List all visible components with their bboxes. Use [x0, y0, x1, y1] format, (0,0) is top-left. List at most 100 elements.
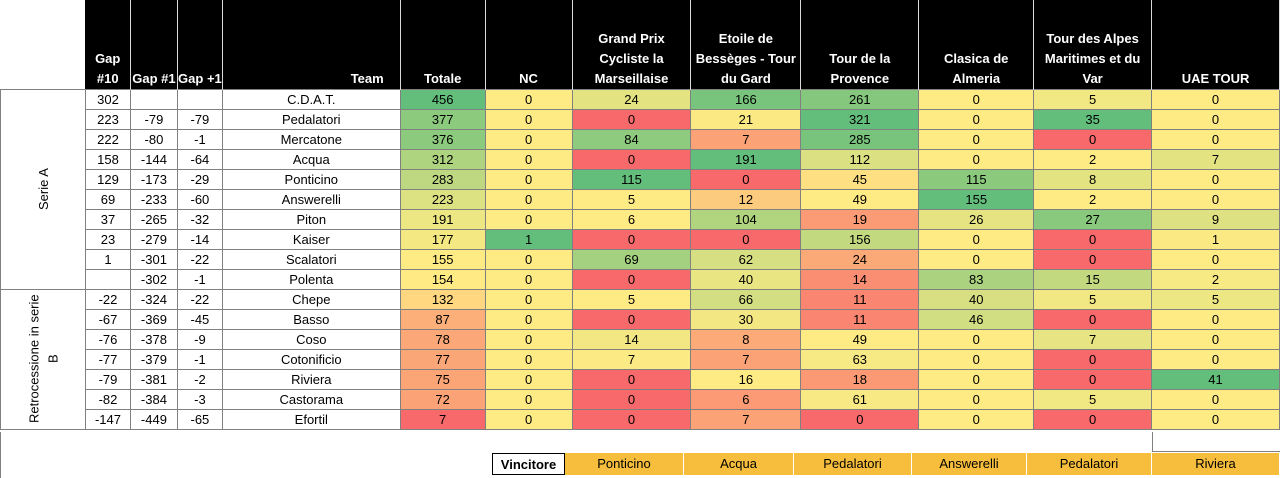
header-gap1[interactable]: Gap #1	[130, 0, 178, 89]
gap10-cell[interactable]: 302	[84, 88, 131, 110]
team-cell[interactable]: Efortil	[221, 408, 401, 430]
totale-cell[interactable]: 191	[399, 208, 486, 230]
race-5-cell[interactable]: 5	[1033, 388, 1153, 410]
nc-cell[interactable]: 0	[484, 108, 573, 130]
gap1-cell[interactable]: -265	[129, 208, 178, 230]
gap-plus1-cell[interactable]: -45	[176, 308, 223, 330]
race-1-cell[interactable]: 0	[571, 408, 692, 430]
race-1-cell[interactable]: 24	[571, 88, 692, 110]
race-5-cell[interactable]: 35	[1033, 108, 1153, 130]
race-2-cell[interactable]: 40	[690, 268, 802, 290]
race-5-cell[interactable]: 0	[1033, 408, 1153, 430]
race-3-cell[interactable]: 285	[800, 128, 920, 150]
race-6-cell[interactable]: 0	[1151, 328, 1280, 350]
race-3-cell[interactable]: 24	[800, 248, 920, 270]
race-3-cell[interactable]: 63	[800, 348, 920, 370]
race-3-cell[interactable]: 112	[800, 148, 920, 170]
race-4-cell[interactable]: 0	[918, 248, 1035, 270]
gap-plus1-cell[interactable]: -1	[176, 348, 223, 370]
race-1-cell[interactable]: 0	[571, 308, 692, 330]
header-race-4[interactable]: Clasica de Almeria	[918, 0, 1035, 89]
race-6-cell[interactable]: 7	[1151, 148, 1280, 170]
gap1-cell[interactable]: -384	[129, 388, 178, 410]
race-4-cell[interactable]: 0	[918, 348, 1035, 370]
gap10-cell[interactable]: 23	[84, 228, 131, 250]
team-cell[interactable]: Polenta	[221, 268, 401, 290]
gap-plus1-cell[interactable]: -65	[176, 408, 223, 430]
totale-cell[interactable]: 72	[399, 388, 486, 410]
gap1-cell[interactable]: -279	[129, 228, 178, 250]
race-4-cell[interactable]: 0	[918, 148, 1035, 170]
race-6-cell[interactable]: 0	[1151, 408, 1280, 430]
header-nc[interactable]: NC	[485, 0, 573, 89]
team-cell[interactable]: Ponticino	[221, 168, 401, 190]
team-cell[interactable]: Mercatone	[221, 128, 401, 150]
race-6-cell[interactable]: 5	[1151, 288, 1280, 310]
team-cell[interactable]: Scalatori	[221, 248, 401, 270]
race-6-cell[interactable]: 0	[1151, 308, 1280, 330]
footer-winner-5[interactable]: Pedalatori	[1027, 453, 1152, 475]
gap10-cell[interactable]: -77	[84, 348, 131, 370]
race-4-cell[interactable]: 26	[918, 208, 1035, 230]
gap10-cell[interactable]: 69	[84, 188, 131, 210]
gap1-cell[interactable]	[129, 88, 178, 110]
gap-plus1-cell[interactable]: -60	[176, 188, 223, 210]
race-3-cell[interactable]: 321	[800, 108, 920, 130]
gap1-cell[interactable]: -301	[129, 248, 178, 270]
gap10-cell[interactable]: 1	[84, 248, 131, 270]
race-3-cell[interactable]: 49	[800, 328, 920, 350]
gap1-cell[interactable]: -144	[129, 148, 178, 170]
team-cell[interactable]: C.D.A.T.	[221, 88, 401, 110]
footer-winner-4[interactable]: Answerelli	[912, 453, 1027, 475]
totale-cell[interactable]: 87	[399, 308, 486, 330]
race-2-cell[interactable]: 166	[690, 88, 802, 110]
team-cell[interactable]: Castorama	[221, 388, 401, 410]
race-4-cell[interactable]: 83	[918, 268, 1035, 290]
totale-cell[interactable]: 75	[399, 368, 486, 390]
race-4-cell[interactable]: 0	[918, 408, 1035, 430]
gap10-cell[interactable]: -147	[84, 408, 131, 430]
nc-cell[interactable]: 0	[484, 328, 573, 350]
gap-plus1-cell[interactable]: -22	[176, 288, 223, 310]
race-3-cell[interactable]: 61	[800, 388, 920, 410]
gap1-cell[interactable]: -378	[129, 328, 178, 350]
race-4-cell[interactable]: 0	[918, 108, 1035, 130]
race-5-cell[interactable]: 0	[1033, 228, 1153, 250]
gap10-cell[interactable]: 158	[84, 148, 131, 170]
team-cell[interactable]: Cotonificio	[221, 348, 401, 370]
race-5-cell[interactable]: 7	[1033, 328, 1153, 350]
team-cell[interactable]: Riviera	[221, 368, 401, 390]
totale-cell[interactable]: 155	[399, 248, 486, 270]
gap-plus1-cell[interactable]: -2	[176, 368, 223, 390]
gap-plus1-cell[interactable]: -14	[176, 228, 223, 250]
race-6-cell[interactable]: 0	[1151, 188, 1280, 210]
race-1-cell[interactable]: 0	[571, 108, 692, 130]
nc-cell[interactable]: 0	[484, 188, 573, 210]
gap10-cell[interactable]: -22	[84, 288, 131, 310]
gap-plus1-cell[interactable]: -1	[176, 128, 223, 150]
race-3-cell[interactable]: 19	[800, 208, 920, 230]
race-5-cell[interactable]: 0	[1033, 248, 1153, 270]
race-5-cell[interactable]: 0	[1033, 128, 1153, 150]
race-2-cell[interactable]: 7	[690, 348, 802, 370]
gap10-cell[interactable]: -67	[84, 308, 131, 330]
race-4-cell[interactable]: 0	[918, 88, 1035, 110]
totale-cell[interactable]: 7	[399, 408, 486, 430]
race-1-cell[interactable]: 69	[571, 248, 692, 270]
race-2-cell[interactable]: 8	[690, 328, 802, 350]
race-4-cell[interactable]: 0	[918, 128, 1035, 150]
team-cell[interactable]: Piton	[221, 208, 401, 230]
race-6-cell[interactable]: 1	[1151, 228, 1280, 250]
footer-winner-6[interactable]: Riviera	[1152, 453, 1280, 475]
race-1-cell[interactable]: 0	[571, 228, 692, 250]
gap-plus1-cell[interactable]: -29	[176, 168, 223, 190]
race-1-cell[interactable]: 6	[571, 208, 692, 230]
race-6-cell[interactable]: 0	[1151, 88, 1280, 110]
race-3-cell[interactable]: 156	[800, 228, 920, 250]
gap1-cell[interactable]: -302	[129, 268, 178, 290]
gap1-cell[interactable]: -80	[129, 128, 178, 150]
race-5-cell[interactable]: 15	[1033, 268, 1153, 290]
gap10-cell[interactable]: 37	[84, 208, 131, 230]
race-3-cell[interactable]: 0	[800, 408, 920, 430]
race-5-cell[interactable]: 5	[1033, 288, 1153, 310]
